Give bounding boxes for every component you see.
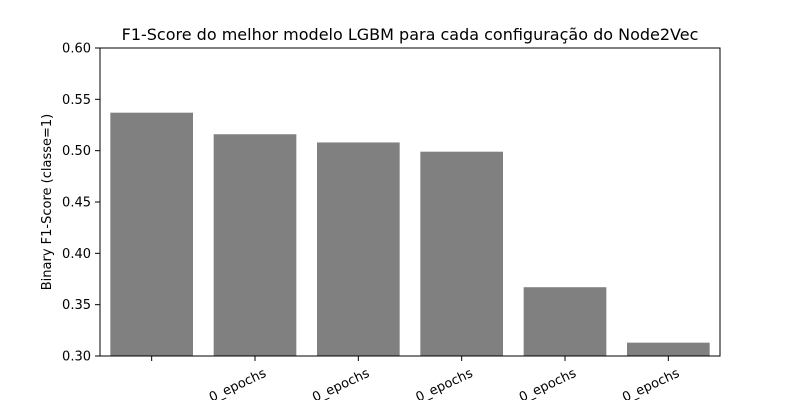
- x-tick-label: 0_epochs: [414, 366, 476, 400]
- x-axis: 0_epochs 0_epochs 0_epochs 0_epochs 0_epochs: [151, 356, 682, 404]
- x-tick-label: 0_epochs: [620, 366, 682, 400]
- y-tick-label: 0.55: [62, 93, 91, 108]
- bar: [110, 112, 193, 357]
- bar: [627, 342, 710, 356]
- y-axis: 0.30 0.35 0.40 0.45 0.50 0.55 0.60: [62, 42, 100, 365]
- chart-title: F1-Score do melhor modelo LGBM para cada…: [122, 25, 699, 44]
- bar: [317, 142, 400, 356]
- bar: [523, 287, 607, 356]
- y-tick-label: 0.45: [62, 196, 91, 211]
- x-tick-label: 0_epochs: [310, 366, 372, 400]
- y-tick-label: 0.60: [62, 42, 91, 57]
- x-tick-label: 0_epochs: [207, 366, 269, 400]
- y-tick-label: 0.50: [62, 144, 91, 159]
- plot-frame: [99, 47, 721, 357]
- bar: [213, 134, 297, 356]
- bar: [420, 151, 503, 356]
- y-axis-label: Binary F1-Score (classe=1): [40, 114, 55, 290]
- y-tick-label: 0.30: [62, 350, 91, 365]
- x-tick-label: 0_epochs: [517, 366, 579, 400]
- bars-group: [110, 112, 710, 357]
- y-tick-label: 0.35: [62, 298, 91, 313]
- y-tick-label: 0.40: [62, 247, 91, 262]
